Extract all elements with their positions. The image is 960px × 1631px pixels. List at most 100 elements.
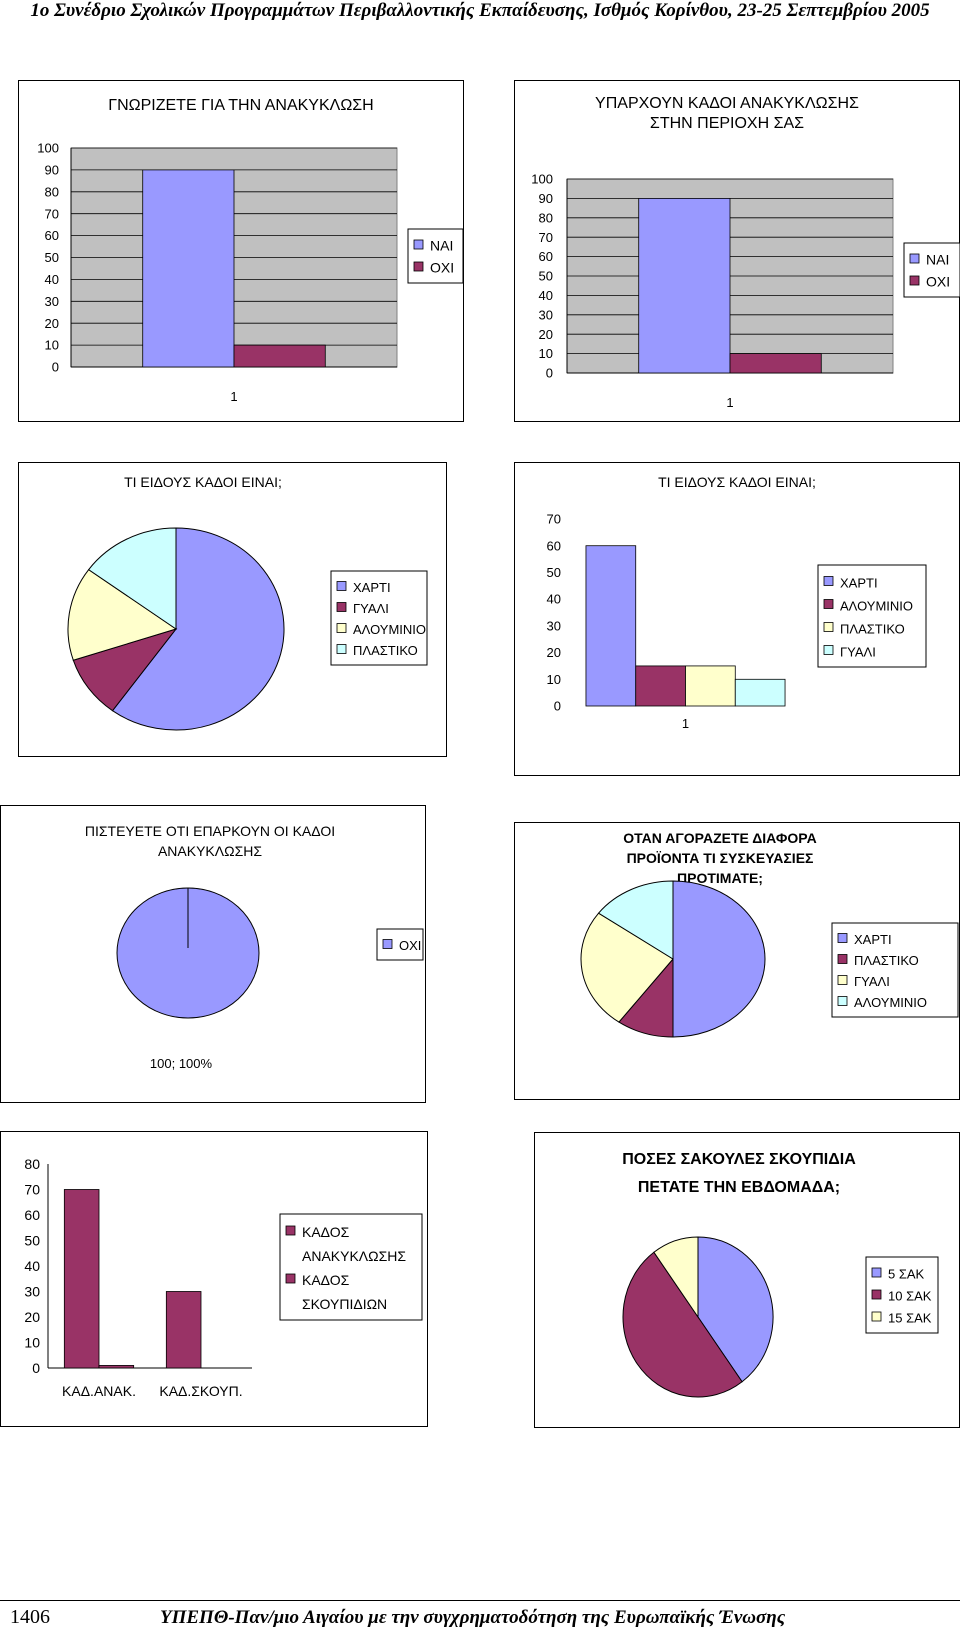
bar [685,665,736,707]
legend-box [817,564,927,668]
bar [98,1365,135,1369]
legend-swatch [837,975,848,985]
pie-slice [87,527,177,630]
legend-label: 5 ΣΑΚ [888,1267,925,1282]
chart-title: ΠΕΤΑΤΕ ΤΗΝ ΕΒΔΟΜΑΔΑ; [638,1179,840,1196]
y-tick-label: 40 [539,288,553,303]
legend-swatch [336,644,347,654]
bar-chart-bins-in-area: ΥΠΑΡΧΟΥΝ ΚΑΔΟΙ ΑΝΑΚΥΚΛΩΣΗΣ ΣΤΗΝ ΠΕΡΙΟΧΗ Σ… [531,95,960,410]
legend-label: ΑΝΑΚΥΚΛΩΣΗΣ [302,1248,406,1264]
y-tick-label: 70 [24,1181,40,1197]
legend-swatch [909,253,920,264]
legend-label: ΟΧΙ [430,260,454,276]
y-tick-label: 10 [45,338,59,353]
legend-swatch [837,996,848,1006]
bar [635,665,686,707]
chart-panel-bins-in-area: ΥΠΑΡΧΟΥΝ ΚΑΔΟΙ ΑΝΑΚΥΚΛΩΣΗΣ ΣΤΗΝ ΠΕΡΙΟΧΗ Σ… [514,80,960,422]
pie-chart-bin-types: ΤΙ ΕΙΔΟΥΣ ΚΑΔΟΙ ΕΙΝΑΙ; ΧΑΡΤΙ ΓΥΑΛΙ ΑΛΟΥΜΙΝΙ… [67,474,428,731]
chart-title: ΥΠΑΡΧΟΥΝ ΚΑΔΟΙ ΑΝΑΚΥΚΛΩΣΗΣ [595,95,859,112]
legend-label: ΠΛΑΣΤΙΚΟ [840,621,905,636]
legend-label: ΑΛΟΥΜΙΝΙΟ [840,598,913,613]
bar-chart-bin-comparison: 0 10 20 30 40 50 60 70 80 ΚΑΔ.ΑΝΑΚ. ΚΑΔ.ΣΚΟΥΠ. ΚΑΔΟ… [24,1156,423,1399]
legend-label: ΠΛΑΣΤΙΚΟ [854,953,919,968]
chart-title: ΤΙ ΕΙΔΟΥΣ ΚΑΔΟΙ ΕΙΝΑΙ; [658,474,816,490]
bar [165,1291,202,1369]
bar [638,198,731,374]
bar-chart-bin-types: ΤΙ ΕΙΔΟΥΣ ΚΑΔΟΙ ΕΙΝΑΙ; 0 10 20 30 40 50 60 70 1 ΧΑ… [547,474,927,731]
legend-label: ΑΛΟΥΜΙΝΙΟ [854,995,927,1010]
y-tick-label: 0 [52,360,59,375]
legend-box [831,922,959,1018]
y-tick-label: 50 [539,269,553,284]
chart-title: ΠΡΟΤΙΜΑΤΕ; [677,870,763,886]
x-tick-label: ΚΑΔ.ΑΝΑΚ. [62,1383,136,1399]
legend-label: ΟΧΙ [926,274,950,290]
x-tick-label: ΚΑΔ.ΣΚΟΥΠ. [159,1383,242,1399]
legend-label: ΚΑΔΟΣ [302,1272,350,1288]
footer-divider [0,1600,960,1601]
y-tick-label: 90 [45,162,59,177]
y-tick-label: 70 [539,230,553,245]
legend-label: ΧΑΡΤΙ [854,932,892,947]
y-tick-label: 90 [539,191,553,206]
legend-swatch [871,1289,882,1300]
pie-slice [672,880,766,1038]
legend-box [279,1213,423,1321]
page-footer: ΥΠΕΠΘ-Παν/μιο Αιγαίου με την συγχρηματοδ… [160,1607,786,1628]
legend-swatch [285,1273,296,1284]
y-tick-label: 70 [45,206,59,221]
legend-swatch [413,239,424,250]
legend-swatch [336,623,347,633]
legend-label: ΚΑΔΟΣ [302,1224,350,1240]
legend-label: 10 ΣΑΚ [888,1289,932,1304]
chart-title: ΠΟΣΕΣ ΣΑΚΟΥΛΕΣ ΣΚΟΥΠΙΔΙΑ [622,1151,856,1168]
y-tick-label: 50 [24,1232,40,1248]
y-tick-label: 10 [547,672,561,687]
legend-label: ΓΥΑΛΙ [854,974,890,989]
legend-swatch [413,261,424,272]
legend-label: ΠΛΑΣΤΙΚΟ [353,643,418,658]
legend-swatch [871,1267,882,1278]
legend-label: ΣΚΟΥΠΙΔΙΩΝ [302,1296,387,1312]
chart-panel-know-recycling: ΓΝΩΡΙΖΕΤΕ ΓΙΑ ΤΗΝ ΑΝΑΚΥΚΛΩΣΗ 0 10 20 30 40 50 6… [18,80,464,422]
y-tick-label: 70 [547,512,561,527]
chart-title: ΟΤΑΝ ΑΓΟΡΑΖΕΤΕ ΔΙΑΦΟΡΑ [623,830,816,846]
legend-label: ΧΑΡΤΙ [840,575,878,590]
chart-panel-bins-sufficient: ΠΙΣΤΕΥΕΤΕ ΟΤΙ ΕΠΑΡΚΟΥΝ ΟΙ ΚΑΔΟΙ ΑΝΑΚΥΚΛΩΣ… [0,805,426,1103]
y-tick-label: 10 [539,346,553,361]
chart-panel-trash-bags: ΠΟΣΕΣ ΣΑΚΟΥΛΕΣ ΣΚΟΥΠΙΔΙΑ ΠΕΤΑΤΕ ΤΗΝ ΕΒΔΟΜ… [534,1132,960,1428]
legend-label: ΝΑΙ [926,252,949,268]
pie-chart-trash-bags: ΠΟΣΕΣ ΣΑΚΟΥΛΕΣ ΣΚΟΥΠΙΔΙΑ ΠΕΤΑΤΕ ΤΗΝ ΕΒΔΟΜ… [622,1151,939,1398]
legend-swatch [871,1311,882,1322]
legend-box [407,228,464,284]
legend-label: ΓΥΑΛΙ [353,601,389,616]
x-tick-label: 1 [726,395,733,410]
y-tick-label: 30 [45,294,59,309]
y-tick-label: 30 [547,618,561,633]
legend-swatch [837,933,848,943]
legend-swatch [837,954,848,964]
y-tick-label: 30 [539,307,553,322]
y-tick-label: 100 [37,141,59,156]
pie-chart-packaging: ΟΤΑΝ ΑΓΟΡΑΖΕΤΕ ΔΙΑΦΟΡΑ ΠΡΟΪΟΝΤΑ ΤΙ ΣΥΣΚΕΥ… [580,830,959,1038]
pie-slice [597,880,674,960]
chart-title: ΠΡΟΪΟΝΤΑ ΤΙ ΣΥΣΚΕΥΑΣΙΕΣ [627,850,814,866]
legend-label: ΟΧΙ [399,938,421,953]
pie-slice [697,1236,774,1383]
chart-panel-bin-types-pie: ΤΙ ΕΙΔΟΥΣ ΚΑΔΟΙ ΕΙΝΑΙ; ΧΑΡΤΙ ΓΥΑΛΙ ΑΛΟΥΜΙΝΙ… [18,462,447,757]
y-tick-label: 20 [45,316,59,331]
y-tick-label: 80 [45,184,59,199]
y-tick-label: 40 [547,592,561,607]
legend-swatch [823,576,834,586]
chart-title: ΠΙΣΤΕΥΕΤΕ ΟΤΙ ΕΠΑΡΚΟΥΝ ΟΙ ΚΑΔΟΙ [85,823,335,839]
legend-label: ΝΑΙ [430,238,453,254]
y-tick-label: 60 [539,249,553,264]
y-tick-label: 0 [546,366,553,381]
legend-swatch [285,1225,296,1236]
y-tick-label: 40 [45,272,59,287]
bar [233,344,326,368]
y-tick-label: 0 [32,1360,40,1376]
x-tick-label: 1 [230,389,237,404]
bar-chart-know-recycling: ΓΝΩΡΙΖΕΤΕ ΓΙΑ ΤΗΝ ΑΝΑΚΥΚΛΩΣΗ 0 10 20 30 40 50 6… [37,97,464,404]
legend-label: ΧΑΡΤΙ [353,580,391,595]
